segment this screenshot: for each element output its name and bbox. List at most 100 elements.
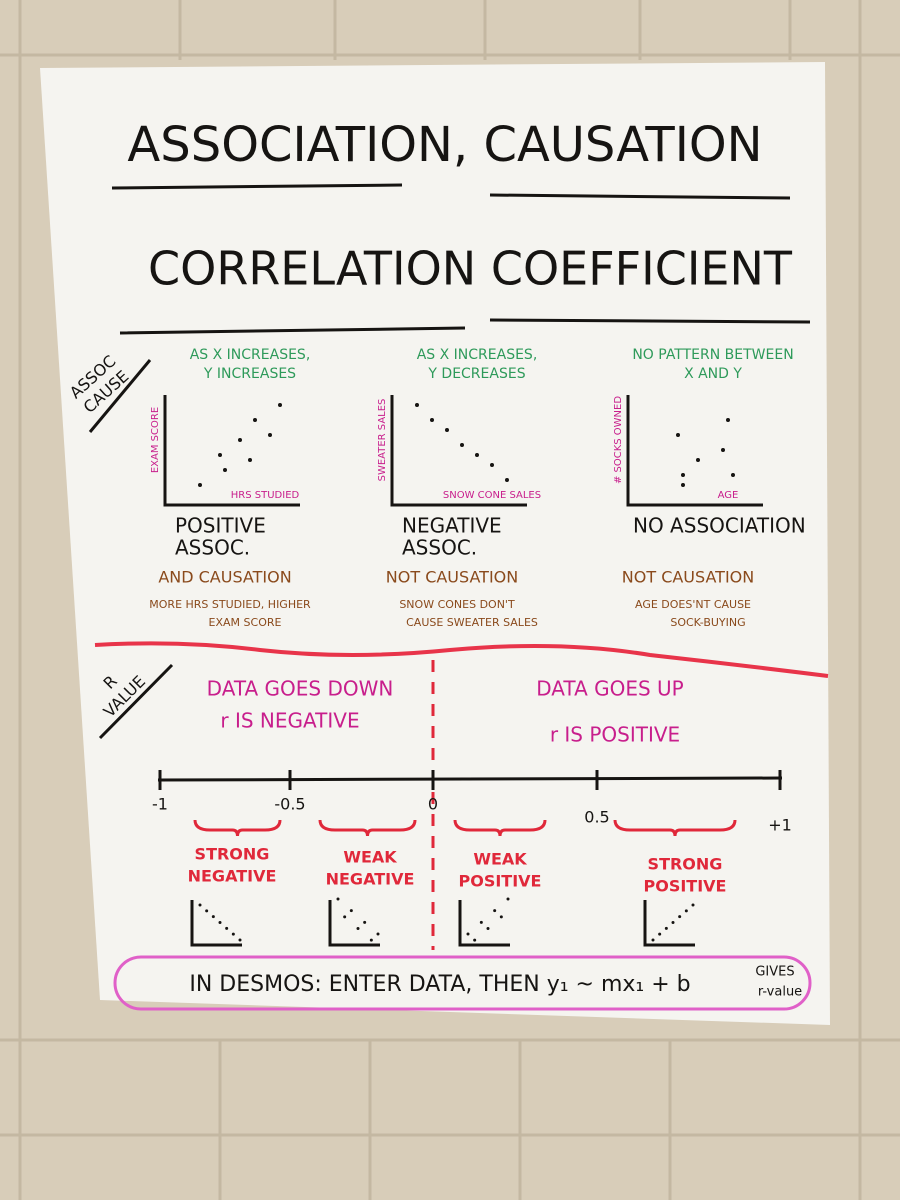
brace <box>318 819 417 837</box>
dot <box>253 418 257 422</box>
mini-dot <box>506 897 510 901</box>
mini-axes <box>458 900 510 947</box>
title: CORRELATION COEFFICIENT <box>148 242 793 296</box>
mini-dot <box>671 921 675 924</box>
mini-dot <box>336 897 340 901</box>
x-axis-label: SNOW CONE SALES <box>443 490 541 501</box>
wavy-divider <box>94 641 829 678</box>
association: NO ASSOCIATION <box>633 514 806 538</box>
footer-outline <box>113 955 812 1011</box>
association: ASSOC. <box>402 536 477 560</box>
tick-label: +1 <box>768 816 792 835</box>
strength-label: STRONG <box>648 855 723 874</box>
strength-label: NEGATIVE <box>188 867 277 886</box>
footer-text: IN DESMOS: ENTER DATA, THEN y₁ ~ mx₁ + b <box>189 972 690 997</box>
explanation: SOCK-BUYING <box>670 616 745 629</box>
mini-dot <box>684 909 688 913</box>
strength-label: NEGATIVE <box>326 870 415 889</box>
footer-note: GIVES <box>755 965 794 980</box>
dot <box>198 483 202 487</box>
mini-dot <box>479 920 483 924</box>
dot <box>490 463 494 467</box>
brace <box>613 819 737 837</box>
explanation: SNOW CONES DON'T <box>399 598 515 611</box>
dot <box>726 418 730 422</box>
description: NO PATTERN BETWEEN <box>632 347 793 363</box>
mini-axes <box>643 900 695 947</box>
y-axis-label: EXAM SCORE <box>150 407 161 473</box>
mini-dot <box>466 932 470 936</box>
strength-label: POSITIVE <box>459 872 542 891</box>
dot <box>218 453 222 457</box>
mini-dot <box>486 927 490 930</box>
axes <box>163 395 300 507</box>
mini-dot <box>218 921 222 924</box>
dot <box>731 473 735 477</box>
causation: AND CAUSATION <box>158 568 291 587</box>
negative-note: DATA GOES DOWN <box>207 677 394 701</box>
mini-dot <box>473 938 477 942</box>
association: POSITIVE <box>175 514 266 538</box>
mini-dot <box>343 915 347 919</box>
mini-dot <box>678 915 682 919</box>
dot <box>238 438 242 442</box>
positive-note: DATA GOES UP <box>536 677 684 701</box>
axes <box>626 395 763 507</box>
divider <box>88 359 152 433</box>
strength-label: WEAK <box>473 850 527 869</box>
dot <box>430 418 434 422</box>
mini-dot <box>363 920 367 924</box>
mini-dot <box>205 909 209 913</box>
footer-note: r-value <box>758 985 802 1000</box>
axes <box>390 395 527 507</box>
number-line <box>157 776 783 782</box>
brace <box>193 819 282 837</box>
tick-label: 0 <box>428 795 438 814</box>
explanation: AGE DOES'NT CAUSE <box>635 598 751 611</box>
title-underline <box>111 183 791 200</box>
explanation: EXAM SCORE <box>209 616 282 629</box>
mini-dot <box>238 938 242 942</box>
number-line-ticks: -1 -0.5 0 0.5 +1 <box>152 770 792 835</box>
dot <box>696 458 700 462</box>
x-axis-label: AGE <box>718 490 739 501</box>
causation: NOT CAUSATION <box>622 568 754 587</box>
dot <box>415 403 419 407</box>
causation: NOT CAUSATION <box>386 568 518 587</box>
mini-dot <box>376 932 380 936</box>
strength-label: WEAK <box>343 848 397 867</box>
mini-dot <box>356 927 360 930</box>
y-axis-label: SWEATER SALES <box>377 399 388 482</box>
brace <box>453 819 547 837</box>
mini-dot <box>658 932 662 936</box>
dot <box>676 433 680 437</box>
dot <box>268 433 272 437</box>
mini-dot <box>691 903 695 907</box>
description: Y DECREASES <box>427 366 525 382</box>
dot <box>248 458 252 462</box>
tick-label: -0.5 <box>274 795 305 814</box>
x-axis-label: HRS STUDIED <box>231 490 300 501</box>
explanation: MORE HRS STUDIED, HIGHER <box>149 598 311 611</box>
mini-dot <box>231 932 235 936</box>
mini-dot <box>198 903 202 907</box>
description: Y INCREASES <box>203 366 296 382</box>
title-underline <box>119 318 811 335</box>
description: AS X INCREASES, <box>190 347 311 363</box>
mini-axes <box>190 900 242 947</box>
strength-label: POSITIVE <box>644 877 727 896</box>
tick-label: 0.5 <box>584 808 609 827</box>
mini-dot <box>493 909 497 913</box>
association: NEGATIVE <box>402 514 502 538</box>
mini-dot <box>211 915 215 919</box>
dot <box>445 428 449 432</box>
title: ASSOCIATION, CAUSATION <box>127 117 762 173</box>
mini-axes <box>328 900 380 947</box>
dot <box>721 448 725 452</box>
divider <box>98 663 174 740</box>
y-axis-label: # SOCKS OWNED <box>613 396 624 484</box>
description: X AND Y <box>684 366 742 382</box>
poster <box>40 62 830 1025</box>
